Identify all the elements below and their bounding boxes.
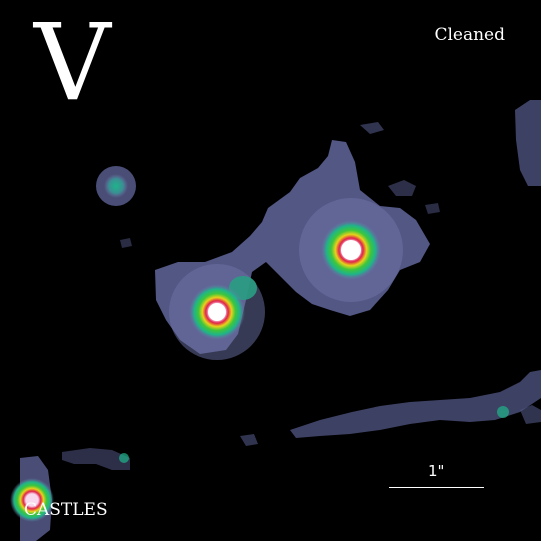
lower-arc-knots [119, 406, 509, 463]
diffuse-emission [20, 100, 541, 541]
survey-label: CASTLES [24, 500, 108, 520]
edge-source [10, 478, 54, 522]
scale-bar-label: 1" [428, 462, 445, 480]
filter-band-label: V [34, 1, 111, 124]
processing-label: Cleaned [434, 25, 505, 45]
bright-source-a [299, 198, 403, 302]
bright-source-b [169, 264, 265, 360]
scale-bar [389, 487, 484, 488]
faint-companion-source [96, 166, 136, 206]
